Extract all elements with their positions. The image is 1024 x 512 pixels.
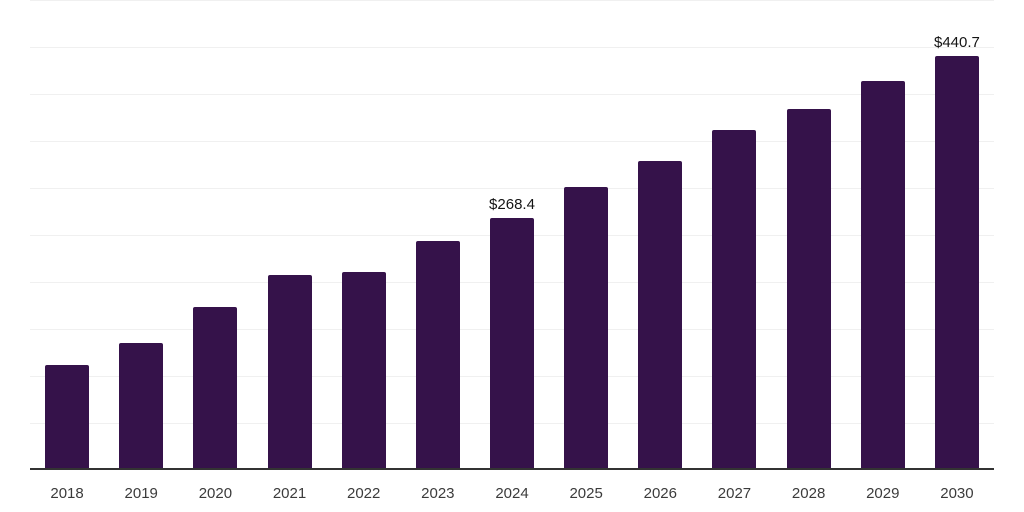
- x-tick-label-2029: 2029: [866, 485, 900, 502]
- bar-2018: [45, 364, 90, 470]
- x-tick-label-2023: 2023: [421, 485, 455, 502]
- x-tick-label-2022: 2022: [347, 485, 381, 502]
- x-tick-label-2020: 2020: [198, 485, 233, 502]
- x-tick-label-2028: 2028: [791, 485, 826, 502]
- bar-2019: [119, 343, 164, 470]
- bar-2030: [934, 55, 979, 470]
- gridline-450: [30, 47, 994, 48]
- x-tick-label-2027: 2027: [717, 485, 752, 502]
- x-tick-label-2026: 2026: [643, 485, 677, 502]
- gridline-400: [30, 94, 994, 95]
- bar-2021: [267, 274, 312, 470]
- x-axis-line: [30, 468, 994, 470]
- bar-value-label-2024: $268.4: [489, 195, 535, 213]
- x-tick-label-2018: 2018: [50, 485, 84, 502]
- bar-2024: [490, 217, 534, 470]
- bar-2026: [638, 161, 683, 470]
- bar-2023: [415, 240, 460, 470]
- plot-area: $268.4 $440.7: [30, 0, 994, 470]
- gridline-350: [30, 141, 994, 142]
- x-tick-label-2024: 2024: [495, 485, 529, 502]
- x-tick-label-2021: 2021: [272, 485, 307, 502]
- gridline-500: [30, 0, 994, 1]
- x-tick-label-2019: 2019: [124, 485, 158, 502]
- gridline-300: [30, 188, 994, 189]
- x-tick-label-2030: 2030: [940, 485, 974, 502]
- bar-2025: [564, 186, 609, 470]
- bar-2029: [860, 81, 905, 470]
- bar-2027: [712, 130, 757, 470]
- bar-2020: [193, 307, 238, 470]
- x-tick-label-2025: 2025: [569, 485, 603, 502]
- bar-2028: [786, 108, 831, 470]
- bar-2022: [341, 272, 386, 470]
- x-axis-labels: 2018 2019 2020 2021 2022 2023 2024 2025 2026 2027…: [30, 483, 994, 505]
- bar-value-label-2030: $440.7: [933, 33, 980, 51]
